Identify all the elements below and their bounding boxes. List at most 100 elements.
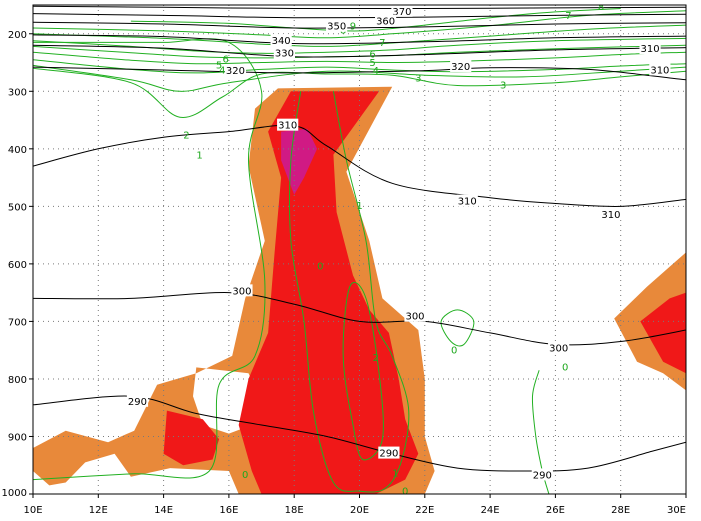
contour-labels: 8798765654433211020001037036035034033032… [126,2,671,498]
theta-contour-line [33,44,686,58]
theta-contour-label-text: 300 [549,343,568,354]
green-contour-label-text: 3 [500,80,506,91]
theta-contour-label-bg [273,46,296,59]
theta-contour-label-text: 300 [405,312,424,323]
green-contour-label: 0 [242,470,248,481]
x-tick-label: 12E [89,505,108,516]
green-contour-label: 1 [356,201,362,212]
x-tick-label: 14E [154,505,173,516]
theta-contour-label: 320 [224,64,247,77]
theta-contour-label-bg [404,309,426,322]
x-tick-label: 10E [23,505,42,516]
theta-contour-line [33,124,686,208]
theta-contour-label-bg [277,118,299,131]
y-tick-label: 300 [8,87,27,98]
green-contour-label: 0 [402,487,408,498]
theta-contour-label: 320 [450,59,472,73]
theta-contour-label: 350 [326,19,348,33]
theta-contour-label-bg [548,341,570,354]
green-contour-label-text: 0 [402,487,408,498]
y-tick-label: 200 [8,30,27,41]
x-tick-label: 28E [611,505,630,516]
x-tick-label: 20E [350,505,369,516]
theta-contour-label-text: 330 [275,49,294,60]
theta-contour-label-bg [231,284,253,297]
green-contour-label: 4 [219,65,225,76]
theta-contour-label: 310 [600,207,622,221]
theta-contour-label-text: 310 [650,65,669,76]
green-contour-label-text: 7 [379,38,385,49]
green-contour-line [440,309,475,347]
theta-contour-line [33,21,686,29]
theta-contour-label-text: 320 [226,66,245,77]
x-axis-ticks: 10E 12E 14E 16E 18E 20E 22E 24E 26E 28E 30E [23,494,687,516]
theta-contour-label: 310 [277,118,299,132]
green-contour-label-text: 1 [392,469,398,480]
theta-contour-label: 300 [548,341,570,354]
green-contour-label: 0 [317,262,323,273]
green-contour-label: 3 [500,80,506,91]
green-contour-label: 6 [369,49,375,60]
green-contour-label-text: 8 [598,2,604,13]
green-contour-label: 8 [598,2,604,13]
green-contour-label: 2 [183,130,189,141]
green-contour-label-text: 2 [373,353,379,364]
green-contour-label: 7 [565,11,571,22]
theta-contour-label-bg [378,446,400,459]
theta-contour-label: 310 [639,42,661,55]
green-contour-label-text: 6 [369,49,375,60]
theta-contour-label: 300 [231,284,253,297]
theta-contour-label-text: 300 [232,286,251,297]
y-tick-label: 400 [8,145,27,156]
y-tick-label: 700 [8,317,27,328]
y-tick-label: 500 [8,202,27,213]
theta-contour-label: 310 [456,194,478,208]
theta-contour-line [33,13,686,19]
green-contour-label: 6 [222,55,228,66]
green-contour-label-text: 2 [183,130,189,141]
green-contour-label: 3 [415,73,421,84]
theta-contour-line [33,66,686,81]
theta-contour-line [33,5,686,10]
black-contours [33,5,686,472]
green-contour-label-text: 6 [222,55,228,66]
green-contour-label-text: 4 [219,65,225,76]
green-contours [33,8,686,494]
theta-contour-label-bg [391,5,413,17]
theta-contour-label-text: 310 [641,44,660,55]
green-contour-line [33,51,686,65]
y-tick-label: 900 [8,432,27,443]
theta-contour-label: 310 [649,63,671,76]
green-contour-line [342,282,384,461]
theta-contour-label-text: 290 [379,449,398,460]
green-contour-label-text: 3 [415,73,421,84]
red-shading [238,91,419,494]
x-tick-label: 16E [219,505,238,516]
green-contour-label-text: 0 [317,262,323,273]
theta-contour-label: 370 [391,5,413,18]
green-contour-line [289,91,410,493]
green-contour-label: 0 [562,362,568,373]
green-contour-label: 5 [216,60,222,71]
y-tick-label: 800 [8,375,27,386]
theta-contour-label-text: 350 [327,22,346,33]
theta-contour-label-bg [326,19,348,32]
green-contour-label-text: 5 [369,58,375,69]
red-shading [640,292,686,374]
green-contour-label: 1 [392,469,398,480]
theta-contour-line [33,292,686,346]
theta-contour-label-text: 290 [533,470,552,481]
theta-contour-label-text: 310 [601,210,620,221]
theta-contour-label-bg [639,42,661,55]
theta-contour-label-text: 370 [392,7,411,18]
green-contour-label-text: 9 [350,22,356,33]
red-shading [163,410,220,466]
y-tick-label: 600 [8,260,27,271]
green-contour-label-text: 5 [216,60,222,71]
theta-contour-label: 360 [375,14,397,28]
green-contour-label: 7 [379,38,385,49]
theta-contour-label-bg [224,64,247,77]
x-tick-label: 18E [285,505,304,516]
x-tick-label: 30E [667,505,686,516]
theta-contour-label-bg [270,34,292,47]
